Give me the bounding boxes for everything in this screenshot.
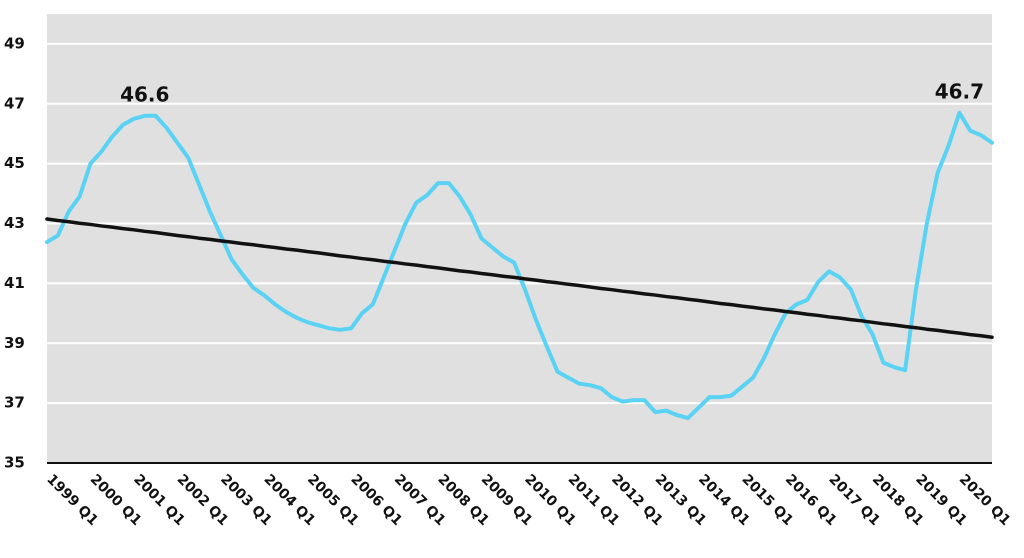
y-tick-label: 45: [4, 154, 25, 172]
y-tick-label: 47: [4, 94, 25, 112]
grid: [47, 42, 992, 464]
value-label: 46.7: [935, 79, 984, 103]
y-tick-label: 41: [4, 274, 25, 292]
value-label: 46.6: [120, 82, 169, 106]
series-line: [45, 110, 994, 421]
y-tick-label: 35: [4, 454, 25, 472]
y-tick-label: 49: [4, 34, 25, 52]
y-tick-label: 39: [4, 334, 25, 352]
y-tick-label: 37: [4, 394, 25, 412]
lines: [45, 110, 994, 421]
series-line: [45, 217, 994, 340]
y-tick-label: 43: [4, 214, 25, 232]
